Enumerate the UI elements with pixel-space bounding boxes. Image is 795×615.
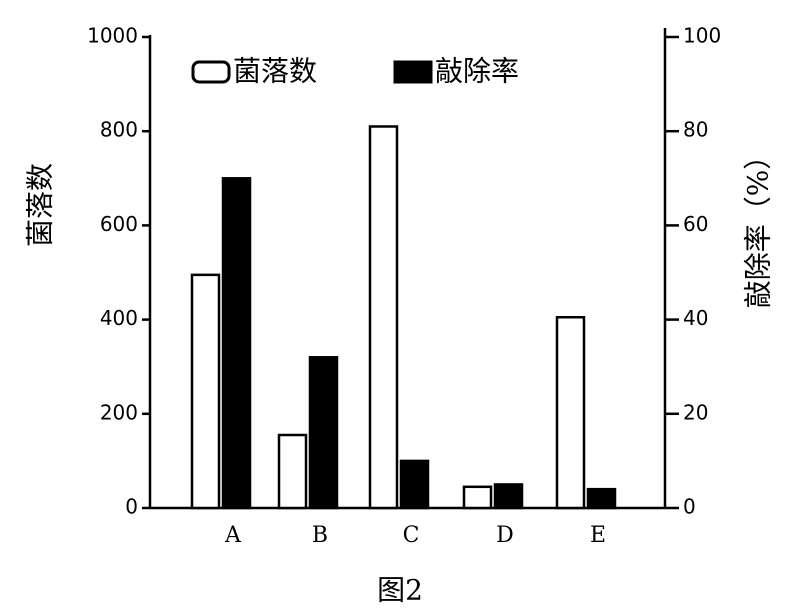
y2-tick-label: 60 [683,212,708,236]
legend-swatch [393,60,433,84]
y2-tick-label: 80 [683,118,708,142]
bar [555,315,586,510]
caption: 图2 [377,574,423,607]
bar [190,273,221,510]
y-tick-label: 400 [100,306,138,330]
legend-swatch [191,60,231,84]
legend-label: 菌落数 [233,55,317,88]
bar [462,485,493,510]
y2-tick-label: 0 [683,495,696,519]
y2-tick-label: 40 [683,306,708,330]
legend-label: 敲除率 [435,55,519,88]
bar [277,433,308,510]
bar [221,177,252,510]
bar [308,356,339,510]
x-tick-label: B [312,523,328,548]
bar [493,483,524,510]
y-tick-label: 0 [125,495,138,519]
bar [586,487,617,510]
y2-tick-label: 100 [683,24,721,48]
x-tick-label: C [403,523,420,548]
bar [399,459,430,510]
y-axis-title: 菌落数 [24,163,57,247]
y-tick-label: 800 [100,118,138,142]
y-tick-label: 200 [100,400,138,424]
x-tick-label: A [224,523,242,548]
bar [368,125,399,510]
y-tick-label: 1000 [87,24,138,48]
y-tick-label: 600 [100,212,138,236]
y2-tick-label: 20 [683,400,708,424]
y2-axis-title: 敲除率（%） [742,142,775,309]
x-tick-label: E [590,523,606,548]
x-tick-label: D [496,523,514,548]
